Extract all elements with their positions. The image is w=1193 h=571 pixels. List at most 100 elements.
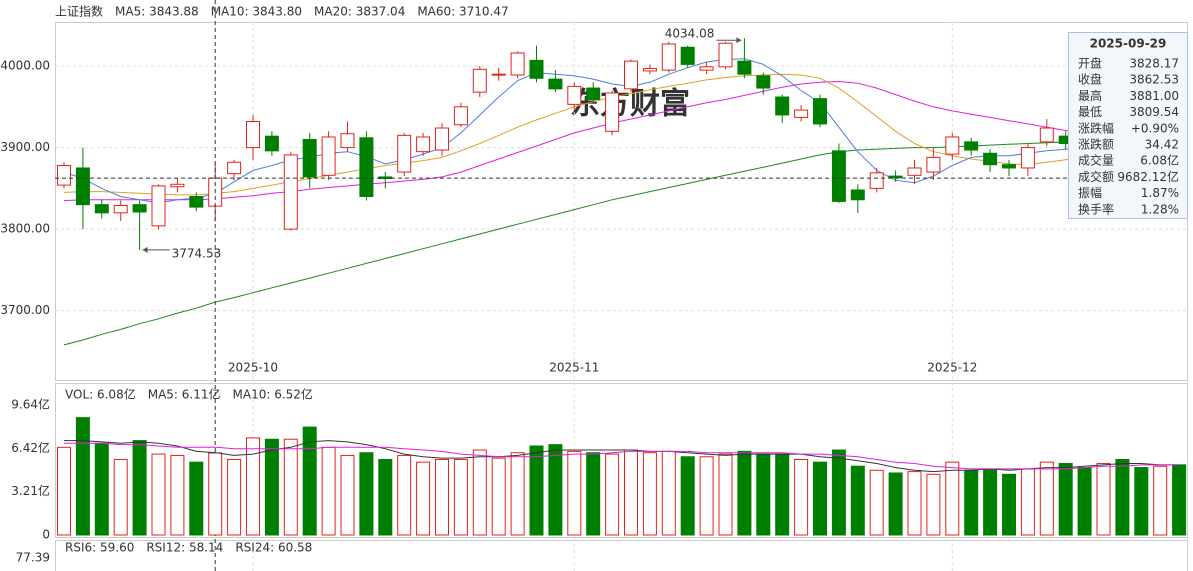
volume-bar xyxy=(888,472,903,536)
legend-entry: 上证指数 xyxy=(55,4,103,19)
volume-ma-line xyxy=(64,442,1180,470)
volume-bar xyxy=(718,453,733,536)
legend-entry: VOL: 6.08亿 xyxy=(65,387,136,402)
volume-bar xyxy=(983,468,998,536)
candle-body xyxy=(907,167,922,176)
volume-bar xyxy=(1096,463,1111,536)
candle-body xyxy=(227,161,242,175)
volume-bar xyxy=(1039,461,1054,536)
tooltip-value: 9682.12亿 xyxy=(1117,169,1179,184)
candle-body xyxy=(529,59,544,79)
volume-bar xyxy=(964,469,979,536)
candle-body xyxy=(416,136,431,153)
candle-body xyxy=(132,204,147,213)
candle-body xyxy=(945,136,960,155)
tooltip-value: 3809.54 xyxy=(1129,105,1179,119)
ma-line xyxy=(63,58,1180,204)
volume-bar xyxy=(1172,464,1187,536)
candle-body xyxy=(397,134,412,173)
candle-body xyxy=(718,42,733,68)
candle-body xyxy=(435,127,449,151)
volume-bar xyxy=(1134,467,1149,536)
candle-body xyxy=(850,189,865,201)
tooltip-label: 最高 xyxy=(1078,88,1102,103)
candle-body xyxy=(1039,127,1054,143)
volume-bar xyxy=(907,471,922,536)
volume-bar xyxy=(264,438,279,536)
tooltip-label: 成交额 xyxy=(1078,169,1114,184)
candle-body xyxy=(453,106,468,126)
tooltip-value: 6.08亿 xyxy=(1140,153,1179,168)
volume-bar xyxy=(529,445,544,536)
annotation-arrowhead xyxy=(142,246,148,253)
candle-body xyxy=(680,46,695,65)
volume-bar xyxy=(813,461,827,536)
candle-body xyxy=(831,150,846,202)
volume-bar xyxy=(1002,473,1016,536)
volume-bar xyxy=(775,453,790,536)
legend-entry: RSI24: 60.58 xyxy=(235,541,312,555)
candle-body xyxy=(321,136,336,176)
tooltip-label: 换手率 xyxy=(1078,201,1114,216)
candle-body xyxy=(472,68,487,93)
y-tick-label: 9.64亿 xyxy=(11,396,50,411)
candle-body xyxy=(340,133,355,149)
candle-body xyxy=(1020,147,1035,169)
y-tick-label: 3700.00 xyxy=(0,303,50,317)
volume-bar xyxy=(510,452,525,536)
volume-bar xyxy=(283,438,298,536)
tooltip-title: 2025-09-29 xyxy=(1090,37,1167,51)
tooltip-value: 3862.53 xyxy=(1129,73,1179,87)
x-tick-label: 2025-12 xyxy=(927,361,977,375)
volume-bar xyxy=(378,458,393,536)
price-panel xyxy=(55,22,1188,381)
candle-body xyxy=(75,167,90,206)
volume-bar xyxy=(453,458,468,536)
candle-body xyxy=(113,204,128,214)
volume-bar xyxy=(151,453,166,536)
volume-bar xyxy=(831,449,846,536)
legend-entry: MA5: 6.11亿 xyxy=(148,387,221,402)
volume-bar xyxy=(208,452,223,536)
y-tick-label: 6.42亿 xyxy=(11,440,50,455)
candle-body xyxy=(813,98,827,125)
volume-bar xyxy=(586,452,601,536)
volume-bar xyxy=(359,452,374,536)
candle-body xyxy=(586,87,601,100)
tooltip-value: 34.42 xyxy=(1145,138,1179,152)
candle-body xyxy=(794,109,809,118)
annotation-arrowhead xyxy=(736,37,742,44)
candle-body xyxy=(359,137,374,198)
candle-body xyxy=(775,96,790,116)
volume-bar xyxy=(642,452,657,536)
volume-bar xyxy=(699,456,714,536)
tooltip-value: +0.90% xyxy=(1131,121,1179,135)
annotation: 4034.08 xyxy=(665,27,715,41)
candle-body xyxy=(264,135,279,152)
candle-body xyxy=(548,78,563,90)
volume-bar xyxy=(340,454,355,536)
y-tick-label: 3900.00 xyxy=(0,140,50,154)
volume-bar xyxy=(680,456,695,536)
annotation: 3774.53 xyxy=(172,246,222,260)
candle-body xyxy=(283,154,298,230)
candle-body xyxy=(983,152,998,166)
candle-body xyxy=(699,66,714,71)
volume-panel xyxy=(55,383,1188,538)
candle-body xyxy=(926,156,941,173)
volume-bar xyxy=(756,453,771,536)
tooltip-label: 涨跌额 xyxy=(1078,137,1114,152)
candle-body xyxy=(869,172,884,189)
tooltip-label: 成交量 xyxy=(1078,153,1114,168)
tooltip-value: 1.28% xyxy=(1141,202,1179,216)
legend-entry: MA10: 3843.80 xyxy=(211,5,302,19)
candle-body xyxy=(151,185,166,227)
candle-body xyxy=(302,138,317,178)
candle-body xyxy=(624,60,638,90)
volume-bar xyxy=(624,449,638,536)
legend-entry: MA20: 3837.04 xyxy=(314,5,405,19)
volume-bar xyxy=(1058,463,1073,536)
volume-bar xyxy=(737,450,752,536)
candle-body xyxy=(246,120,260,149)
